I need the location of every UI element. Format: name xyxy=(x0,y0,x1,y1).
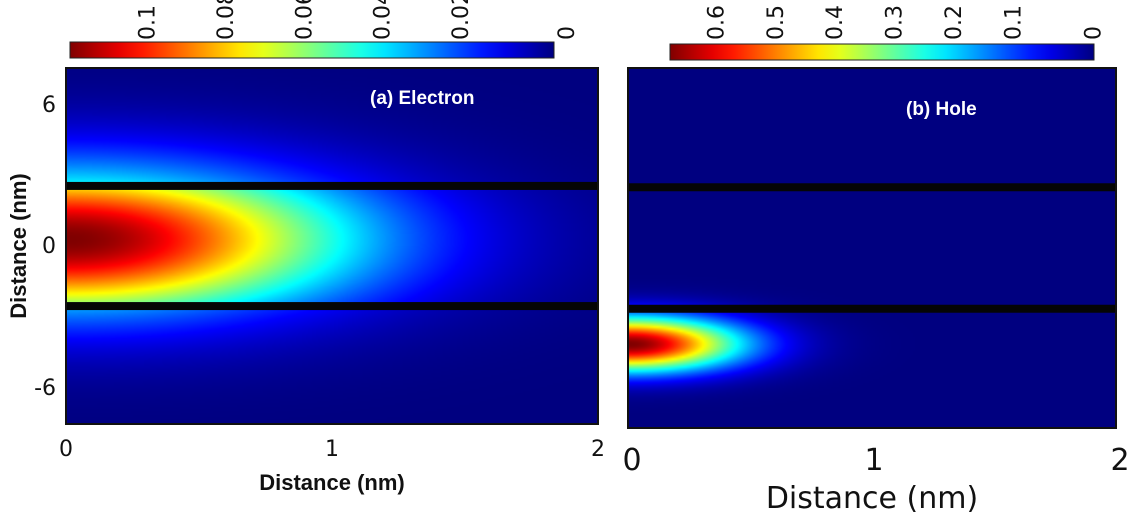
colorbar-tick-label: 0.2 xyxy=(942,5,967,40)
barrier-line xyxy=(66,302,598,311)
panel-b-barriers xyxy=(628,183,1116,313)
panel-a-barriers xyxy=(66,181,598,311)
x-tick-label: 1 xyxy=(325,437,339,462)
colorbar-tick-label: 0.1 xyxy=(136,5,161,40)
panel-b-hole: 0.6 0.5 0.4 0.3 0.2 0.1 0 (b) Hole 0 1 2 Distanc… xyxy=(622,5,1129,516)
colorbar-tick-label: 0.1 xyxy=(1002,5,1027,40)
panel-a-x-axis-title: Distance (nm) xyxy=(259,470,404,495)
colorbar-tick-label: 0.6 xyxy=(704,5,729,40)
x-tick-label: 0 xyxy=(59,437,73,462)
colorbar-tick-label: 0 xyxy=(555,26,580,40)
panel-a-frame xyxy=(65,67,599,425)
colorbar-tick-label: 0.08 xyxy=(214,0,239,40)
panel-a-y-axis-title: Distance (nm) xyxy=(6,173,31,318)
colorbar-tick-label: 0.06 xyxy=(292,0,317,40)
colorbar-tick-label: 0.5 xyxy=(764,5,789,40)
x-tick-label: 0 xyxy=(622,443,641,478)
panel-b-colorbar xyxy=(669,43,1095,61)
colorbar-tick-label: 0 xyxy=(1082,26,1107,40)
x-tick-label: 1 xyxy=(864,443,883,478)
panel-a-colorbar-ticks: 0.1 0.08 0.06 0.04 0.02 0 xyxy=(136,0,580,40)
barrier-line xyxy=(628,304,1116,313)
panel-a-electron: 0.1 0.08 0.06 0.04 0.02 0 (a) Electron 6 0 -6 0… xyxy=(6,0,605,495)
panel-b-heatmap xyxy=(628,68,1116,428)
panel-b-frame xyxy=(627,67,1117,429)
x-tick-label: 2 xyxy=(1110,443,1129,478)
barrier-line xyxy=(66,181,598,190)
panel-a-label: (a) Electron xyxy=(370,88,475,109)
panel-a-colorbar xyxy=(69,41,555,59)
y-tick-label: 6 xyxy=(42,93,56,118)
panel-b-x-axis-title: Distance (nm) xyxy=(766,481,978,516)
barrier-line xyxy=(628,183,1116,192)
y-tick-label: -6 xyxy=(34,376,56,401)
y-tick-label: 0 xyxy=(42,234,56,259)
colorbar-tick-label: 0.02 xyxy=(449,0,474,40)
panel-a-heatmap xyxy=(66,68,598,424)
panel-b-label: (b) Hole xyxy=(906,99,977,120)
panel-a-y-ticks: 6 0 -6 xyxy=(34,93,56,401)
colorbar-tick-label: 0.04 xyxy=(371,0,396,40)
colorbar-tick-label: 0.4 xyxy=(823,5,848,40)
panel-b-colorbar-ticks: 0.6 0.5 0.4 0.3 0.2 0.1 0 xyxy=(704,5,1106,40)
x-tick-label: 2 xyxy=(591,437,605,462)
panel-a-x-ticks: 0 1 2 xyxy=(59,437,605,462)
panel-b-x-ticks: 0 1 2 xyxy=(622,443,1129,478)
colorbar-tick-label: 0.3 xyxy=(883,5,908,40)
